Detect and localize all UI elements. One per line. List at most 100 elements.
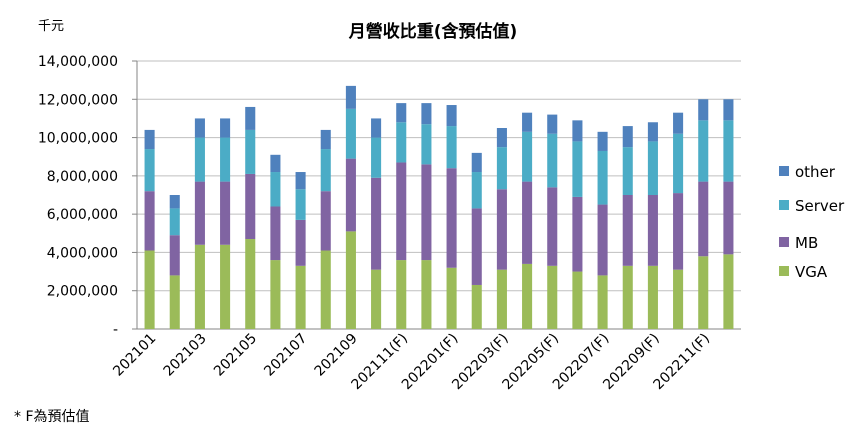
bar-mb-202104 — [220, 181, 231, 245]
bar-mb-202202f — [471, 208, 482, 285]
bar-server-202205f — [547, 133, 558, 188]
bar-vga-202107 — [295, 265, 306, 329]
bar-mb-202110 — [371, 177, 382, 270]
bar-other-202212f — [723, 99, 734, 121]
bar-mb-202205f — [547, 187, 558, 266]
bar-mb-202204f — [522, 181, 533, 264]
bar-other-202204f — [522, 112, 533, 132]
bar-mb-202203f — [496, 189, 507, 270]
y-axis-label: 千元 — [38, 19, 64, 34]
x-tick-label: 202109 — [312, 331, 361, 380]
bar-vga-202203f — [496, 269, 507, 329]
bar-vga-202211f — [698, 256, 709, 329]
bar-vga-202103 — [194, 244, 205, 329]
bar-server-202201f — [446, 126, 457, 169]
bar-server-202202f — [471, 172, 482, 209]
x-tick-label: 202107 — [261, 331, 310, 380]
bar-server-202207f — [597, 150, 608, 205]
bar-other-202107 — [295, 172, 306, 190]
bar-other-202201f — [446, 105, 457, 127]
legend-swatch-other — [779, 166, 789, 176]
bar-server-202108 — [320, 149, 331, 192]
footnote: * F為預估值 — [14, 409, 90, 425]
bar-vga-202212f — [723, 254, 734, 329]
bar-vga-202101 — [144, 250, 155, 329]
bar-other-202205f — [547, 114, 558, 134]
bar-other-202106 — [270, 154, 281, 173]
bar-other-202206f — [572, 120, 583, 142]
bar-server-202208f — [622, 147, 633, 195]
gridlines — [132, 60, 741, 330]
bar-other-202207f — [597, 131, 608, 151]
bar-other-202109 — [345, 85, 356, 109]
bar-mb-202112f — [421, 164, 432, 261]
bar-other-202209f — [647, 122, 658, 142]
bars — [144, 85, 734, 329]
bar-mb-202211f — [698, 181, 709, 257]
bar-server-202106 — [270, 172, 281, 207]
legend-swatch-server — [779, 200, 789, 210]
bar-server-202109 — [345, 108, 356, 159]
x-tick-label: 202103 — [161, 331, 210, 380]
bar-other-202211f — [698, 99, 709, 121]
bar-other-202104 — [220, 118, 231, 138]
bar-other-202203f — [496, 128, 507, 148]
chart-title: 月營收比重(含預估值) — [348, 21, 518, 42]
y-tick-label: 14,000,000 — [38, 54, 118, 70]
bar-mb-202105 — [245, 173, 256, 240]
bar-mb-202106 — [270, 206, 281, 261]
bar-other-202103 — [194, 118, 205, 138]
y-tick-label: 6,000,000 — [47, 207, 118, 223]
bar-other-202110 — [371, 118, 382, 138]
bar-other-202105 — [245, 106, 256, 130]
legend-swatch-vga — [779, 266, 789, 276]
bar-other-202112f — [421, 103, 432, 125]
bar-vga-202210f — [673, 269, 684, 329]
bar-mb-202201f — [446, 168, 457, 268]
bar-server-202111f — [396, 122, 407, 163]
bar-server-202110 — [371, 137, 382, 178]
bar-mb-202109 — [345, 158, 356, 232]
bar-server-202203f — [496, 147, 507, 190]
bar-vga-202202f — [471, 284, 482, 329]
bar-server-202204f — [522, 131, 533, 182]
bar-vga-202112f — [421, 260, 432, 329]
y-tick-label: 2,000,000 — [47, 284, 118, 300]
y-tick-label: 10,000,000 — [38, 131, 118, 147]
bar-server-202105 — [245, 129, 256, 174]
bar-vga-202106 — [270, 260, 281, 329]
bar-vga-202201f — [446, 267, 457, 329]
bar-mb-202206f — [572, 196, 583, 272]
x-tick-label: 202105 — [211, 331, 260, 380]
bar-server-202107 — [295, 189, 306, 220]
bar-mb-202208f — [622, 195, 633, 266]
bar-mb-202103 — [194, 181, 205, 245]
bar-vga-202109 — [345, 231, 356, 329]
bar-other-202208f — [622, 126, 633, 148]
bar-server-202104 — [220, 137, 231, 182]
y-axis-ticks: - 2,000,000 4,000,000 6,000,000 8,000,000 10,… — [38, 54, 118, 338]
legend: VGA MB Server other — [779, 163, 845, 281]
bar-server-202209f — [647, 141, 658, 195]
bar-other-202108 — [320, 129, 331, 150]
y-tick-label: 8,000,000 — [47, 169, 118, 185]
bar-mb-202108 — [320, 191, 331, 251]
legend-swatch-mb — [779, 237, 789, 247]
bar-other-202202f — [471, 152, 482, 173]
legend-label-server: Server — [795, 197, 845, 215]
bar-vga-202111f — [396, 260, 407, 329]
bar-server-202112f — [421, 124, 432, 165]
bar-mb-202107 — [295, 219, 306, 266]
bar-vga-202102 — [169, 275, 180, 329]
y-tick-label: 12,000,000 — [38, 92, 118, 108]
bar-mb-202212f — [723, 181, 734, 255]
bar-other-202111f — [396, 103, 407, 123]
bar-server-202210f — [673, 133, 684, 194]
x-axis-ticks: 202101 202103 202105 202107 202109202111(F)2… — [110, 331, 713, 394]
bar-vga-202204f — [522, 263, 533, 329]
bar-server-202101 — [144, 149, 155, 192]
bar-other-202102 — [169, 195, 180, 209]
bar-server-202103 — [194, 137, 205, 182]
y-tick-label: - — [113, 322, 118, 338]
